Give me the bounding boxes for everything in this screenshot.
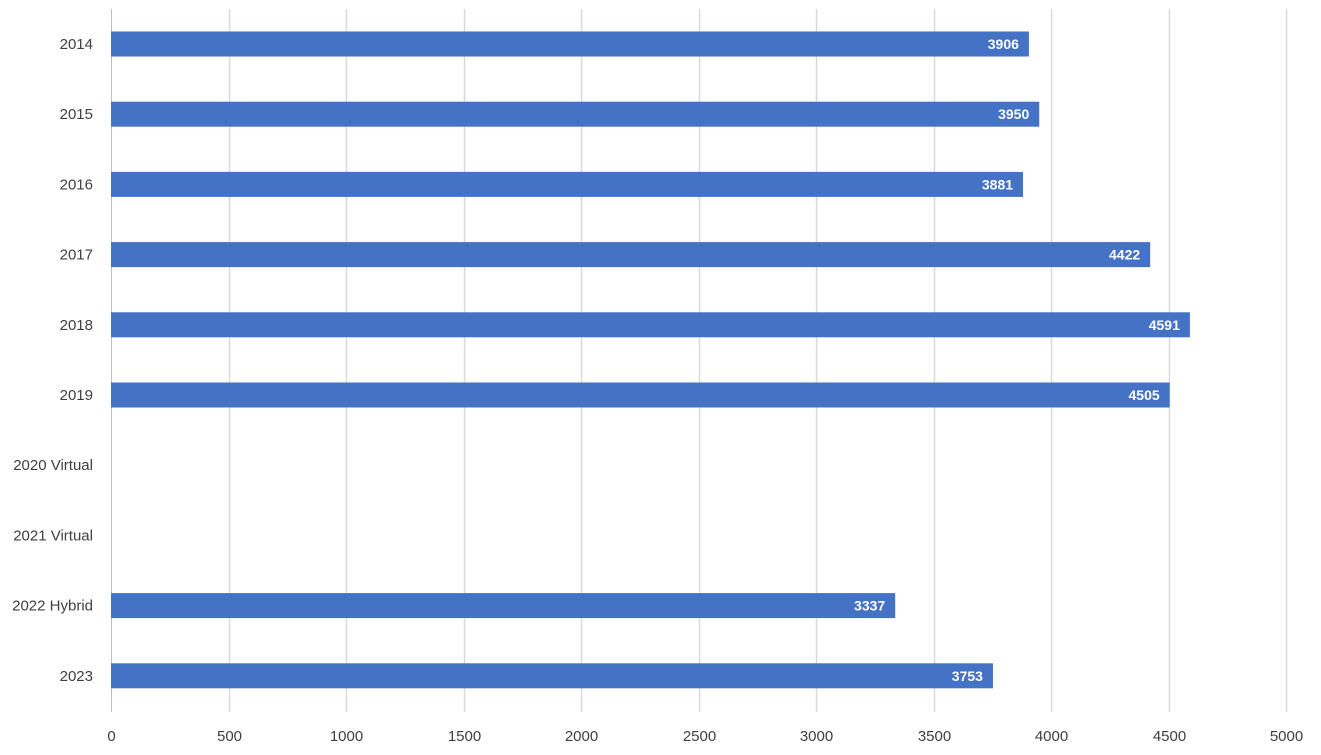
bar-2023: [111, 663, 993, 689]
x-tick-label: 1000: [330, 728, 363, 745]
x-tick-label: 0: [107, 728, 115, 745]
data-label: 3753: [952, 668, 983, 684]
category-label: 2016: [60, 176, 93, 193]
bar-2022-hybrid: [111, 593, 896, 619]
category-label: 2023: [60, 668, 93, 685]
x-tick-label: 4500: [1153, 728, 1186, 745]
x-tick-label: 2500: [683, 728, 716, 745]
category-label: 2022 Hybrid: [12, 598, 93, 615]
category-label: 2020 Virtual: [13, 457, 93, 474]
data-label: 3906: [988, 36, 1019, 52]
data-label: 3881: [982, 176, 1013, 192]
x-tick-label: 4000: [1035, 728, 1068, 745]
category-label: 2021 Virtual: [13, 527, 93, 544]
bar-2014: [111, 31, 1029, 57]
labels: 0 500 1000 1500 2000 2500 3000 3500 4000 4500 5000…: [12, 36, 1303, 745]
bar-2017: [111, 242, 1151, 268]
bar-2015: [111, 101, 1040, 127]
category-label: 2018: [60, 317, 93, 334]
bar-2016: [111, 171, 1024, 197]
x-tick-label: 2000: [565, 728, 598, 745]
category-label: 2017: [60, 247, 93, 264]
bar-2019: [111, 382, 1170, 408]
bar-2018: [111, 312, 1190, 338]
data-label: 4591: [1149, 317, 1180, 333]
x-tick-label: 500: [217, 728, 242, 745]
category-label: 2019: [60, 387, 93, 404]
x-tick-label: 3000: [800, 728, 833, 745]
category-label: 2014: [60, 36, 93, 53]
x-tick-label: 3500: [918, 728, 951, 745]
bars: [111, 31, 1190, 689]
x-tick-label: 1500: [448, 728, 481, 745]
x-tick-label: 5000: [1270, 728, 1303, 745]
data-label: 4505: [1129, 387, 1160, 403]
data-label: 4422: [1109, 247, 1140, 263]
data-label: 3950: [998, 106, 1029, 122]
category-label: 2015: [60, 106, 93, 123]
data-label: 3337: [854, 598, 885, 614]
